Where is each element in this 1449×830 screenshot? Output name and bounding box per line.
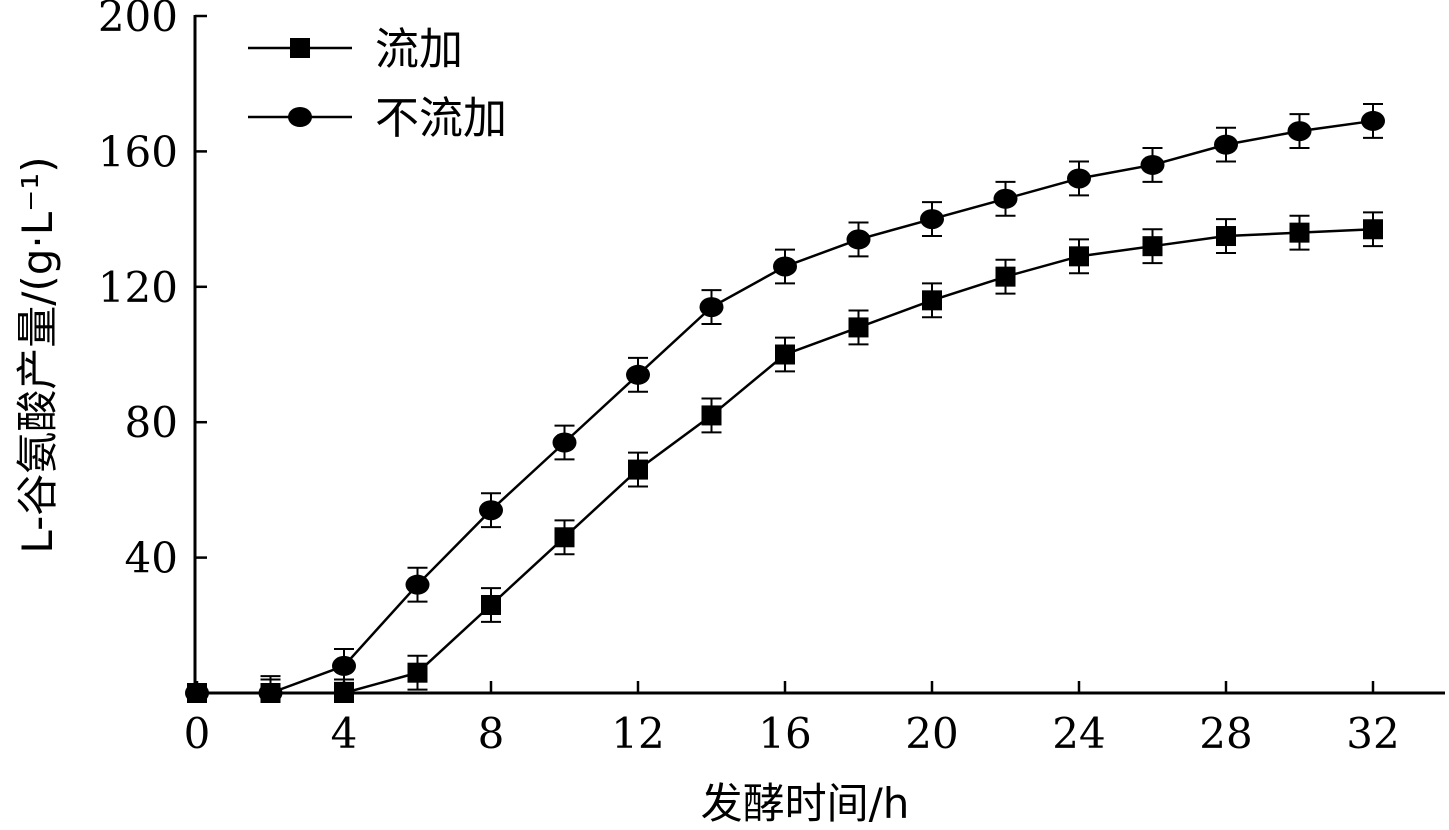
plot-area [185,103,1385,703]
data-point [1361,110,1385,131]
x-tick-label: 12 [611,709,664,758]
data-point [920,209,944,230]
x-tick-label: 28 [1199,709,1252,758]
data-point [554,527,575,548]
data-point [185,683,209,703]
data-point [993,188,1018,209]
data-point [334,683,354,703]
x-tick-label: 24 [1052,709,1105,758]
data-point [628,459,648,480]
legend-label: 流加 [375,24,463,75]
data-point [1214,134,1238,155]
series-unfed [185,103,1385,703]
data-point [995,266,1016,287]
x-tick-label: 32 [1346,709,1399,758]
data-point [1142,236,1163,257]
data-point [848,317,869,338]
data-point [258,683,283,703]
y-tick-label: 40 [125,534,178,583]
data-point [405,574,430,595]
tick-labels: 0 4 8 12 16 20 24 28 32 40 80 120 160 200 [98,0,1400,758]
data-point [846,229,871,250]
series-line [197,228,1374,695]
y-axis-label: L-谷氨酸产量/(g·L⁻¹) [13,156,62,553]
data-point [332,655,356,676]
legend-label: 不流加 [375,93,507,144]
legend-marker [288,107,312,127]
x-tick-label: 16 [758,709,811,758]
x-axis-label: 发酵时间/h [701,779,910,828]
data-point [1287,121,1312,142]
data-point [552,432,577,453]
data-point [775,344,795,365]
y-tick-label: 160 [98,127,178,176]
data-point [407,662,428,683]
data-point [1216,226,1236,247]
y-tick-label: 200 [98,0,178,41]
data-point [479,500,503,521]
data-point [922,290,942,311]
x-tick-label: 8 [478,709,505,758]
x-tick-label: 4 [331,709,358,758]
data-point [1363,219,1383,240]
series-fed [187,211,1383,703]
data-point [1067,168,1091,189]
data-point [1069,246,1089,267]
series-line [197,119,1374,695]
data-point [481,594,501,615]
x-tick-label: 20 [905,709,958,758]
data-point [626,364,650,385]
data-point [699,297,724,318]
data-point [1140,154,1165,175]
y-tick-label: 80 [125,398,178,447]
y-tick-label: 120 [98,263,178,312]
data-point [773,256,797,277]
axes [193,14,1445,695]
x-tick-label: 0 [184,709,211,758]
legend-marker [290,38,310,58]
data-point [1289,222,1310,243]
data-point [701,405,722,426]
